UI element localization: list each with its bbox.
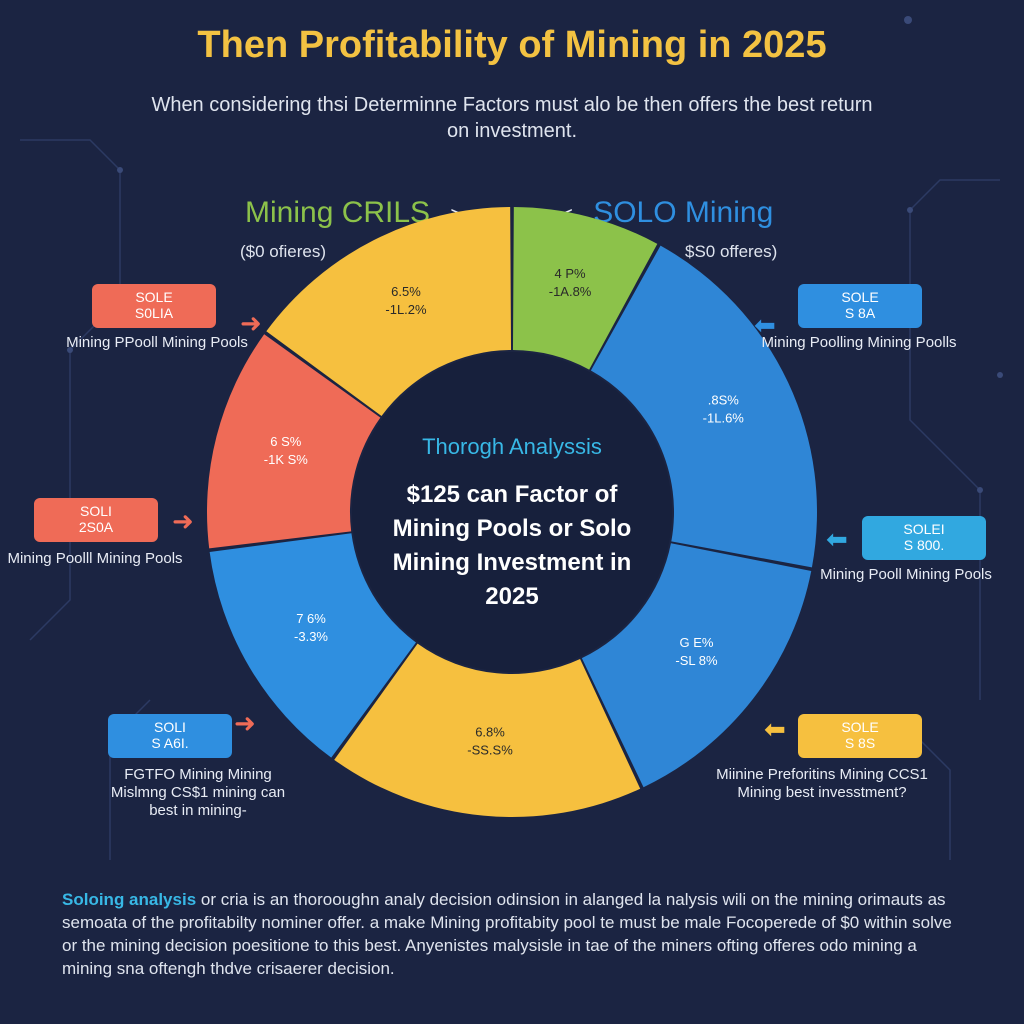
slice-label-bottom-1: -1L.6%	[703, 411, 745, 426]
slice-label-bottom-5: -1K S%	[264, 452, 309, 467]
slice-label-top-2: G E%	[680, 635, 714, 650]
badge-right-bottom: SOLE S 8S	[798, 714, 922, 758]
badge-line1: SOLE	[841, 289, 879, 305]
slice-label-top-5: 6 S%	[270, 434, 302, 449]
badge-line2: 2S0A	[78, 519, 114, 535]
arrow-right-icon: ➜	[234, 708, 256, 738]
left-heading-text: Mining CRILS	[245, 196, 431, 229]
arrow-right-icon: ➜	[172, 506, 194, 536]
badge-line2: S0LIA	[134, 305, 174, 321]
footer-paragraph: Soloing analysis or cria is an thoroough…	[62, 888, 962, 980]
donut-slice-3	[334, 643, 641, 817]
badge-line2: S 800.	[903, 537, 945, 553]
badge-line1: SOLI	[154, 719, 186, 735]
donut-slice-6	[266, 207, 512, 416]
badge-line1: SOLI	[80, 503, 112, 519]
slice-label-bottom-4: -3.3%	[294, 629, 328, 644]
badge-line1: SOLEI	[903, 521, 945, 537]
slice-label-top-6: 6.5%	[391, 284, 421, 299]
subtitle: When considering thsi Determinne Factors…	[151, 94, 873, 142]
badge-line1: SOLE	[841, 719, 879, 735]
badge-caption: Mining PPooll Mining Pools	[66, 334, 248, 351]
donut-slice-5	[207, 334, 381, 549]
donut-slice-4	[209, 533, 416, 758]
badge-left-top: SOLE S0LIA	[92, 284, 216, 328]
arrow-left-icon: ⬅	[764, 714, 786, 744]
donut-slice-2	[581, 543, 812, 788]
badge-caption: Mining Poolll Mining Pools	[7, 550, 183, 567]
slice-label-bottom-2: -SL 8%	[675, 653, 718, 668]
badge-caption: Mining Pooll Mining Pools	[820, 566, 992, 583]
slice-label-bottom-6: -1L.2%	[385, 302, 427, 317]
badge-right-top: SOLE S 8A	[798, 284, 922, 328]
slice-label-top-0: 4 P%	[555, 266, 587, 281]
right-heading: < SOLO Mining	[560, 196, 773, 230]
badge-right-middle: SOLEI S 800.	[862, 516, 986, 560]
footer-highlight: Soloing analysis	[62, 890, 197, 909]
arrow-left-icon: ⬅	[754, 310, 776, 340]
chart-title: Then Profitability of Mining in 2025	[197, 24, 827, 66]
center-body: $125 can Factor of Mining Pools or Solo …	[392, 481, 632, 610]
left-heading-sub: ($0 ofieres)	[240, 242, 326, 261]
footer-text: or cria is an thorooughn analy decision …	[62, 890, 952, 978]
badge-line2: S A6I.	[151, 735, 189, 751]
badge-caption: Mining Poolling Mining Poolls	[761, 334, 957, 351]
slice-label-bottom-0: -1A.8%	[549, 284, 592, 299]
slice-label-bottom-3: -SS.S%	[467, 742, 513, 757]
slice-label-top-1: .8S%	[708, 393, 740, 408]
badge-line1: SOLE	[135, 289, 173, 305]
slice-label-top-3: 6.8%	[475, 724, 505, 739]
badge-left-middle: SOLI 2S0A	[34, 498, 158, 542]
badge-caption: FGTFO Mining Mining Mislmng CS$1 mining …	[110, 766, 286, 819]
donut-slice-1	[590, 245, 817, 568]
badge-left-bottom: SOLI S A6I.	[108, 714, 232, 758]
arrow-right-icon: ➜	[240, 308, 262, 338]
right-heading-text: SOLO Mining	[593, 196, 774, 229]
badge-line2: S 8A	[844, 305, 876, 321]
right-heading-sub: $S0 offeres)	[685, 242, 778, 261]
donut-center-hole	[352, 352, 672, 672]
badge-caption: Miinine Preforitins Mining CCS1 Mining b…	[716, 766, 928, 801]
badge-line2: S 8S	[844, 735, 876, 751]
arrow-left-icon: ⬅	[826, 524, 848, 554]
slice-label-top-4: 7 6%	[296, 611, 326, 626]
donut-slice-0	[512, 207, 658, 370]
center-title: Thorogh Analyssis	[422, 434, 602, 459]
